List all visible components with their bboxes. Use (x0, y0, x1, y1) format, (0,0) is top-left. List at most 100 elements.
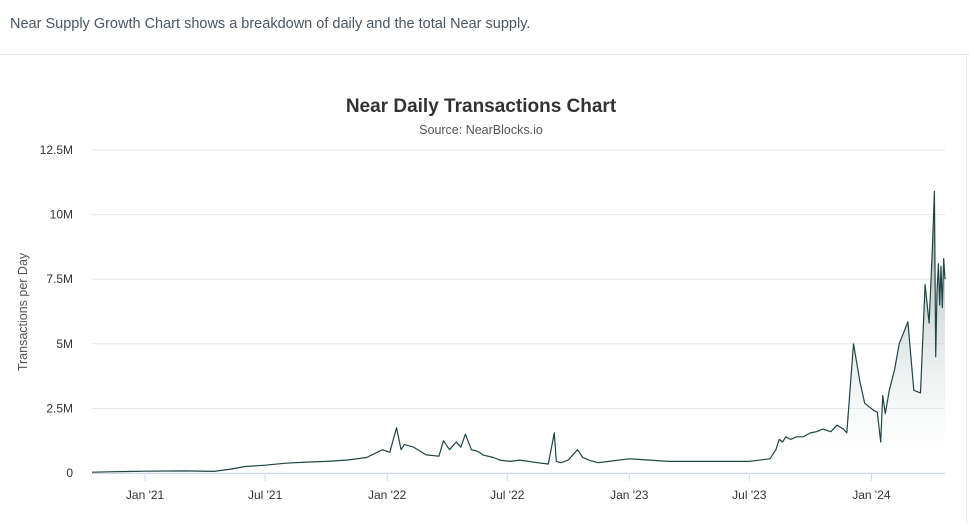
data-point[interactable] (906, 320, 909, 323)
daily-transactions-chart: Near Daily Transactions Chart Source: Ne… (16, 96, 946, 502)
data-point[interactable] (478, 451, 481, 454)
x-tick-label: Jul '23 (732, 488, 767, 502)
data-point[interactable] (888, 389, 891, 392)
data-point[interactable] (305, 461, 308, 464)
data-point[interactable] (345, 459, 348, 462)
series-area-fill (92, 191, 945, 474)
data-point[interactable] (648, 459, 651, 462)
data-point[interactable] (789, 438, 792, 441)
data-point[interactable] (937, 262, 940, 265)
data-point[interactable] (559, 461, 562, 464)
data-point[interactable] (876, 411, 879, 414)
data-point[interactable] (928, 322, 931, 325)
data-point[interactable] (470, 448, 473, 451)
data-point[interactable] (845, 431, 848, 434)
data-point[interactable] (795, 435, 798, 438)
data-point[interactable] (784, 435, 787, 438)
data-point[interactable] (943, 278, 946, 281)
data-point[interactable] (183, 469, 186, 472)
data-point[interactable] (536, 461, 539, 464)
data-point[interactable] (707, 460, 710, 463)
x-tick-label: Jan '24 (852, 488, 891, 502)
data-point[interactable] (597, 461, 600, 464)
data-point[interactable] (425, 453, 428, 456)
data-point[interactable] (498, 459, 501, 462)
data-point[interactable] (264, 464, 267, 467)
chart-description: Near Supply Growth Chart shows a breakdo… (10, 16, 531, 32)
data-point[interactable] (400, 448, 403, 451)
data-point[interactable] (781, 440, 784, 443)
data-point[interactable] (829, 430, 832, 433)
data-point[interactable] (852, 342, 855, 345)
data-point[interactable] (481, 453, 484, 456)
data-point[interactable] (437, 455, 440, 458)
data-point[interactable] (90, 471, 93, 474)
data-point[interactable] (518, 459, 521, 462)
data-point[interactable] (667, 460, 670, 463)
data-point[interactable] (871, 408, 874, 411)
data-point[interactable] (492, 456, 495, 459)
data-point[interactable] (464, 433, 467, 436)
data-point[interactable] (802, 435, 805, 438)
data-point[interactable] (912, 389, 915, 392)
data-point[interactable] (112, 470, 115, 473)
data-point[interactable] (412, 446, 415, 449)
data-point[interactable] (933, 190, 936, 193)
data-point[interactable] (365, 456, 368, 459)
data-point[interactable] (748, 460, 751, 463)
data-point[interactable] (859, 381, 862, 384)
data-point[interactable] (774, 448, 777, 451)
data-point[interactable] (931, 247, 934, 250)
data-point[interactable] (778, 438, 781, 441)
data-point[interactable] (244, 465, 247, 468)
data-point[interactable] (403, 443, 406, 446)
data-point[interactable] (508, 460, 511, 463)
data-point[interactable] (893, 368, 896, 371)
data-point[interactable] (388, 451, 391, 454)
data-point[interactable] (567, 459, 570, 462)
data-point[interactable] (229, 468, 232, 471)
data-point[interactable] (555, 460, 558, 463)
data-point[interactable] (687, 460, 690, 463)
data-point[interactable] (941, 306, 944, 309)
data-point[interactable] (442, 439, 445, 442)
data-point[interactable] (898, 342, 901, 345)
data-point[interactable] (938, 303, 941, 306)
data-point[interactable] (547, 462, 550, 465)
data-point[interactable] (884, 412, 887, 415)
data-point[interactable] (842, 428, 845, 431)
data-point[interactable] (919, 391, 922, 394)
data-point[interactable] (581, 456, 584, 459)
data-point[interactable] (863, 402, 866, 405)
data-point[interactable] (395, 426, 398, 429)
data-point[interactable] (212, 470, 215, 473)
data-point[interactable] (935, 291, 938, 294)
data-point[interactable] (576, 448, 579, 451)
data-point[interactable] (455, 440, 458, 443)
data-point[interactable] (448, 448, 451, 451)
data-point[interactable] (381, 448, 384, 451)
data-point[interactable] (942, 257, 945, 260)
data-point[interactable] (768, 457, 771, 460)
series-line (91, 190, 946, 473)
data-point[interactable] (809, 431, 812, 434)
data-point[interactable] (879, 440, 882, 443)
data-point[interactable] (325, 460, 328, 463)
data-point[interactable] (939, 265, 942, 268)
data-point[interactable] (835, 424, 838, 427)
data-point[interactable] (934, 355, 937, 358)
data-point[interactable] (815, 430, 818, 433)
data-point[interactable] (607, 460, 610, 463)
data-point[interactable] (144, 470, 147, 473)
data-point[interactable] (553, 431, 556, 434)
data-point[interactable] (587, 459, 590, 462)
data-point[interactable] (628, 457, 631, 460)
data-point[interactable] (881, 394, 884, 397)
data-point[interactable] (284, 462, 287, 465)
data-point[interactable] (924, 283, 927, 286)
panel-edge (966, 55, 967, 523)
data-point[interactable] (821, 428, 824, 431)
page-header: Near Supply Growth Chart shows a breakdo… (0, 0, 969, 55)
data-point[interactable] (728, 460, 731, 463)
data-point[interactable] (459, 446, 462, 449)
